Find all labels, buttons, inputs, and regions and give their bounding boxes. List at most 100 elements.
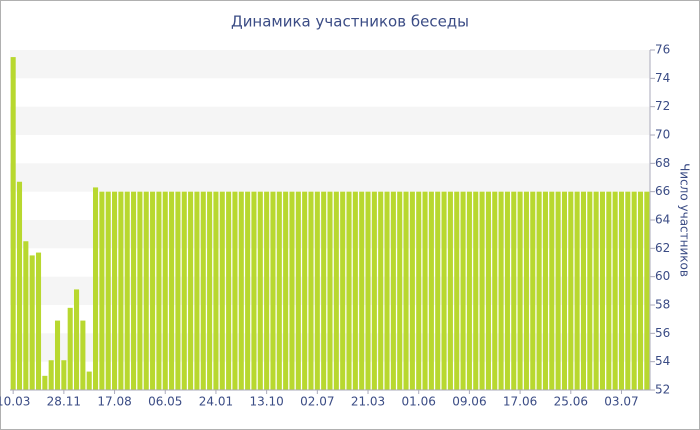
bar (473, 191, 479, 390)
y-tick-label: 72 (655, 99, 670, 113)
bar (511, 191, 517, 390)
y-tick-label: 70 (655, 128, 670, 142)
bar (371, 191, 377, 390)
x-tick-label: 21.03 (351, 395, 385, 409)
bar (498, 191, 504, 390)
bar (29, 255, 35, 390)
bar (568, 191, 574, 390)
bar (593, 191, 599, 390)
bar (276, 191, 282, 390)
bar (549, 191, 555, 390)
y-axis-title: Число участников (678, 163, 692, 277)
bar (219, 191, 225, 390)
bar (232, 191, 238, 390)
bar (403, 191, 409, 390)
bar (188, 191, 194, 390)
bar (428, 191, 434, 390)
y-tick-label: 66 (655, 184, 670, 198)
bar (270, 191, 276, 390)
x-tick-label: 09.06 (452, 395, 486, 409)
bar (302, 191, 308, 390)
x-tick-label: 13.10 (249, 395, 283, 409)
bar (365, 191, 371, 390)
bar (644, 191, 650, 390)
y-tick-label: 68 (655, 156, 670, 170)
y-tick-label: 60 (655, 269, 670, 283)
bar (523, 191, 529, 390)
bar (517, 191, 523, 390)
bar (93, 187, 99, 390)
bar (359, 191, 365, 390)
bar (105, 191, 111, 390)
bar (492, 191, 498, 390)
grid-band (10, 106, 650, 135)
bar (213, 191, 219, 390)
bar (612, 191, 618, 390)
bar (207, 191, 213, 390)
bar (587, 191, 593, 390)
bar (86, 371, 92, 390)
bar (618, 191, 625, 390)
bar (460, 191, 466, 390)
bar (530, 191, 536, 390)
bar (441, 191, 447, 390)
bar (422, 191, 428, 390)
bar (264, 191, 270, 390)
bar (80, 320, 86, 390)
x-tick-label: 03.07 (604, 395, 638, 409)
bar (48, 360, 54, 390)
y-tick-label: 76 (655, 43, 670, 57)
x-tick-label: 10.03 (0, 395, 30, 409)
bar (137, 191, 143, 390)
bar (580, 191, 586, 390)
bar (435, 191, 441, 390)
bar (409, 191, 415, 390)
grid-band (10, 50, 650, 79)
chart-title: Динамика участников беседы (231, 13, 469, 31)
bar (200, 191, 206, 390)
y-tick-label: 64 (655, 213, 670, 227)
bar (150, 191, 156, 390)
bar (346, 191, 352, 390)
bar (485, 191, 491, 390)
bar (245, 191, 251, 390)
bar (169, 191, 175, 390)
bar (35, 252, 42, 390)
bar (479, 191, 485, 390)
x-tick-label: 25.06 (554, 395, 588, 409)
bar (384, 191, 390, 390)
bar (378, 191, 384, 390)
bar (251, 191, 257, 390)
bar (74, 289, 80, 390)
bar (54, 320, 61, 390)
y-tick-label: 52 (655, 383, 670, 397)
bar (10, 57, 16, 390)
bar (561, 191, 567, 390)
bar (257, 191, 263, 390)
x-tick-label: 28.11 (47, 395, 81, 409)
bar (118, 191, 124, 390)
bar (61, 360, 67, 390)
bar (340, 191, 346, 390)
bar (574, 191, 580, 390)
bar (542, 191, 548, 390)
bar (295, 191, 301, 390)
bar (599, 191, 606, 390)
x-tick-label: 01.06 (402, 395, 436, 409)
bar (321, 191, 327, 390)
bar (112, 191, 118, 390)
bar (447, 191, 453, 390)
bar (162, 191, 168, 390)
bar (352, 191, 358, 390)
x-tick-label: 24.01 (199, 395, 233, 409)
bar (625, 191, 631, 390)
bar (283, 191, 289, 390)
y-tick-label: 62 (655, 241, 670, 255)
bar (327, 191, 333, 390)
x-tick-label: 17.08 (97, 395, 131, 409)
bar (333, 191, 339, 390)
bar (42, 375, 48, 390)
bar (536, 191, 542, 390)
bar (143, 191, 149, 390)
bar (397, 191, 403, 390)
